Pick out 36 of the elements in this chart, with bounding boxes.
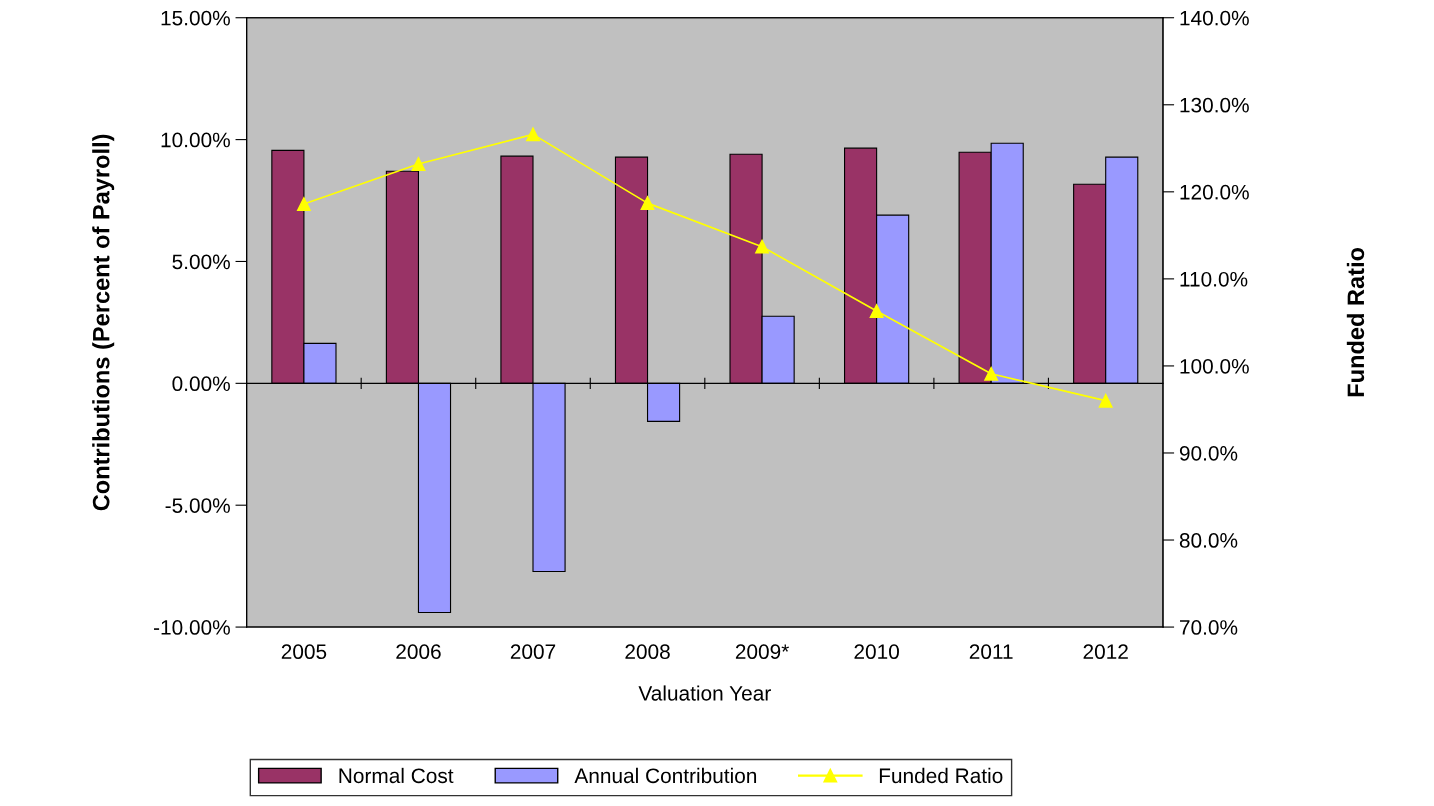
y-tick-label: 15.00% bbox=[161, 10, 230, 26]
x-tick-label: 2010 bbox=[854, 644, 899, 660]
y2-axis-title: Funded Ratio bbox=[1346, 247, 1365, 397]
y-tick-label: 5.00% bbox=[172, 254, 230, 270]
y2-tick-label: 90.0% bbox=[1179, 445, 1238, 461]
point bbox=[411, 157, 426, 171]
y2-tick-label: 80.0% bbox=[1179, 533, 1238, 548]
x-tick-label: 2008 bbox=[625, 644, 670, 660]
point bbox=[526, 127, 540, 142]
x-tick-label: 2006 bbox=[396, 644, 441, 660]
y2-tick-label: 100.0% bbox=[1180, 358, 1249, 374]
legend-label: Annual Contribution bbox=[574, 767, 757, 784]
legend-label: Funded Ratio bbox=[879, 767, 1003, 784]
y-tick-label: 0.00% bbox=[172, 376, 230, 392]
point bbox=[984, 366, 999, 381]
x-tick-label: 2011 bbox=[969, 644, 1013, 660]
point bbox=[296, 197, 311, 211]
point bbox=[755, 239, 770, 254]
y2-tick-label: 120.0% bbox=[1180, 184, 1249, 200]
y2-tick-label: 70.0% bbox=[1180, 620, 1238, 635]
point bbox=[640, 196, 655, 211]
y2-tick-label: 140.0% bbox=[1180, 10, 1249, 26]
y2-tick-label: 110.0% bbox=[1180, 271, 1248, 287]
x-tick-label: 2009* bbox=[735, 644, 789, 660]
y-axis-title: Contributions (Percent of Payroll) bbox=[92, 134, 115, 511]
x-axis-title: Valuation Year bbox=[638, 685, 771, 701]
y2-tick-label: 130.0% bbox=[1180, 97, 1249, 113]
x-tick-label: 2005 bbox=[281, 644, 327, 660]
x-tick-label: 2012 bbox=[1083, 644, 1128, 660]
x-tick-label: 2007 bbox=[510, 644, 556, 660]
y-tick-label: -5.00% bbox=[165, 498, 230, 513]
legend-label: Normal Cost bbox=[339, 767, 454, 784]
y-tick-label: 10.00% bbox=[161, 132, 230, 148]
point bbox=[1098, 393, 1113, 408]
y-tick-label: -10.00% bbox=[154, 620, 230, 635]
point bbox=[869, 304, 884, 319]
